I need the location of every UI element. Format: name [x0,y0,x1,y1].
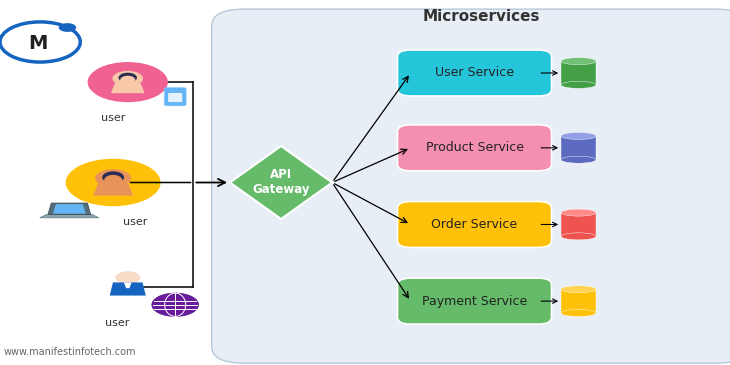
Text: Microservices: Microservices [423,9,540,24]
Ellipse shape [561,209,596,216]
FancyBboxPatch shape [212,9,730,363]
Ellipse shape [561,156,596,163]
FancyBboxPatch shape [164,88,186,106]
Polygon shape [53,204,86,214]
Text: Payment Service: Payment Service [422,295,527,308]
Polygon shape [110,283,146,296]
Ellipse shape [561,310,596,316]
Text: Order Service: Order Service [431,218,518,231]
Ellipse shape [561,233,596,240]
Ellipse shape [561,58,596,65]
Circle shape [0,22,80,62]
Polygon shape [124,283,131,288]
FancyBboxPatch shape [397,201,552,247]
Ellipse shape [102,171,124,183]
Bar [561,136,596,160]
Text: User Service: User Service [435,66,514,80]
FancyBboxPatch shape [397,125,552,171]
Circle shape [66,159,161,206]
FancyBboxPatch shape [397,50,552,96]
Polygon shape [111,83,145,93]
Text: user: user [101,113,126,123]
Ellipse shape [120,76,135,85]
Bar [561,289,596,313]
Ellipse shape [104,175,122,185]
Text: www.manifestinfotech.com: www.manifestinfotech.com [4,347,137,357]
Polygon shape [48,203,91,215]
Text: API
Gateway: API Gateway [253,169,310,196]
Polygon shape [39,215,99,218]
Circle shape [152,293,199,316]
Ellipse shape [561,81,596,88]
Ellipse shape [561,132,596,139]
FancyBboxPatch shape [168,93,182,102]
Circle shape [115,271,140,284]
Circle shape [88,62,168,102]
Polygon shape [230,146,332,219]
Text: M: M [28,34,47,53]
Circle shape [112,71,143,86]
Text: Product Service: Product Service [426,141,523,154]
FancyBboxPatch shape [397,278,552,324]
Ellipse shape [118,73,137,83]
Text: user: user [123,217,147,227]
Bar [561,212,596,237]
Text: user: user [104,318,129,327]
Circle shape [58,23,76,32]
Ellipse shape [561,286,596,293]
Bar [561,61,596,85]
Circle shape [95,169,131,187]
Polygon shape [93,184,133,196]
